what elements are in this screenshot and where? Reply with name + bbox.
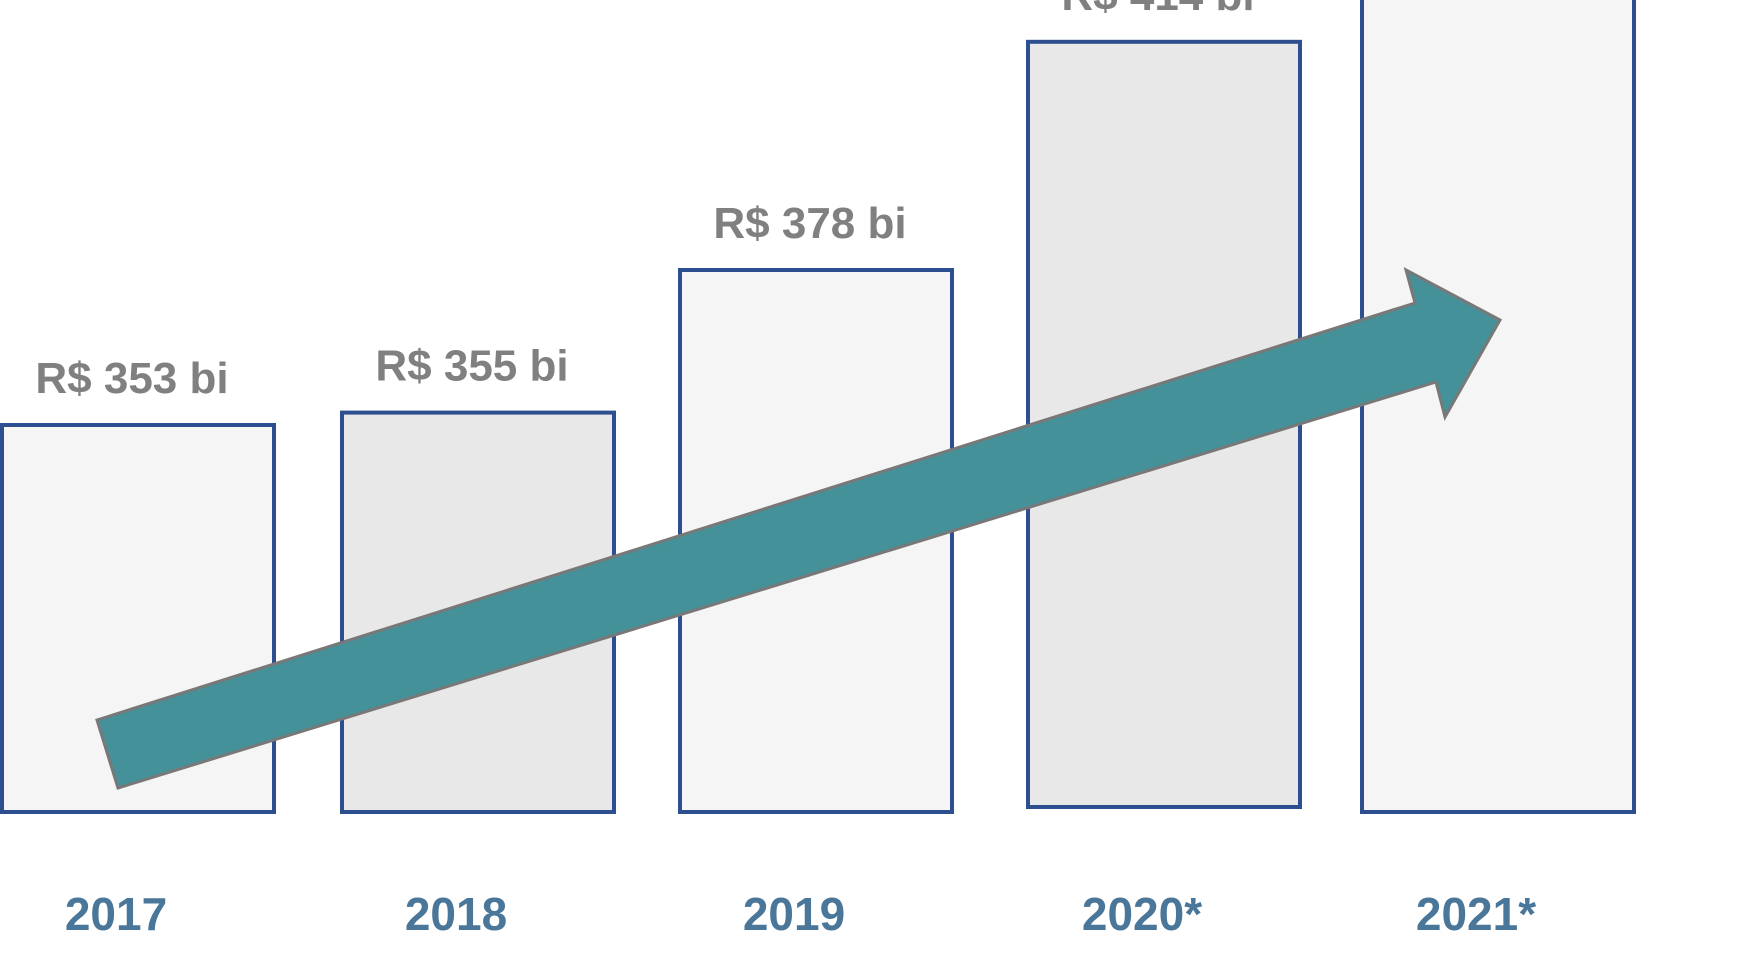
- category-label-2020: 2020*: [1082, 888, 1202, 940]
- category-label-2018: 2018: [405, 888, 507, 940]
- value-label-2018: R$ 355 bi: [375, 342, 568, 391]
- category-label-2021: 2021*: [1416, 888, 1536, 940]
- value-label-2020: R$ 414 bi: [1061, 0, 1254, 20]
- bar-2021: [1360, 0, 1636, 814]
- trend-arrow: [95, 267, 1503, 790]
- category-label-2019: 2019: [743, 888, 845, 940]
- value-label-2017: R$ 353 bi: [35, 354, 228, 403]
- value-labels-group: R$ 353 biR$ 355 biR$ 378 biR$ 414 biR$ 4…: [35, 0, 1254, 403]
- category-labels-group: 2017 2018 2019 2020* 2021*: [65, 888, 1536, 940]
- category-label-2017: 2017: [65, 888, 167, 940]
- value-label-2019: R$ 378 bi: [713, 199, 906, 248]
- trend-arrow-group: [95, 267, 1503, 790]
